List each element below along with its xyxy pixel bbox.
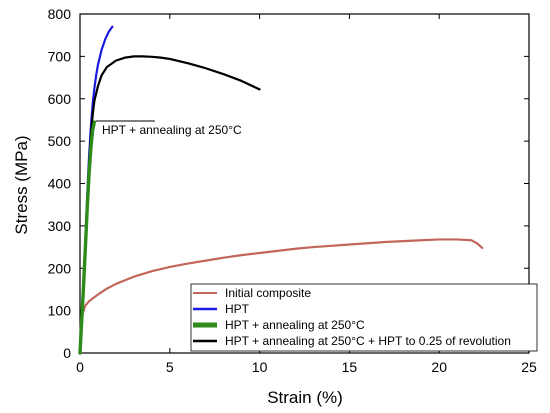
y-axis-title: Stress (MPa) [12,135,31,234]
legend-label-1: HPT [225,302,250,316]
y-tick-label: 500 [48,133,72,149]
annotation-text: HPT + annealing at 250°C [102,123,242,137]
series-line-1 [78,25,114,355]
y-tick-label: 0 [63,345,71,361]
y-tick-label: 600 [48,91,72,107]
legend-label-0: Initial composite [225,286,311,300]
x-tick-label: 5 [166,359,174,375]
series-line-0 [78,238,484,355]
x-tick-label: 0 [76,359,84,375]
x-tick-label: 10 [252,359,268,375]
y-tick-label: 700 [48,48,72,64]
axis-ticks: 0 5 10 15 20 25 0 100 200 300 400 500 600 700 800 [48,6,537,375]
y-tick-label: 400 [48,176,72,192]
legend-label-2: HPT + annealing at 250°C [225,318,365,332]
y-tick-label: 100 [48,303,72,319]
legend: Initial composite HPT HPT + annealing at 2… [190,283,538,352]
legend-label-3: HPT + annealing at 250°C + HPT to 0.25 o… [225,334,511,348]
x-tick-label: 15 [342,359,358,375]
series-layer [78,25,484,355]
series-line-2 [78,120,97,355]
y-tick-label: 300 [48,218,72,234]
annotation: HPT + annealing at 250°C [96,120,242,137]
y-tick-label: 200 [48,260,72,276]
y-tick-label: 800 [48,6,72,22]
x-tick-label: 20 [431,359,447,375]
legend-box [190,283,538,352]
x-tick-label: 25 [521,359,537,375]
legend-items: Initial composite HPT HPT + annealing at 2… [193,286,511,348]
x-axis-title: Strain (%) [267,388,343,407]
